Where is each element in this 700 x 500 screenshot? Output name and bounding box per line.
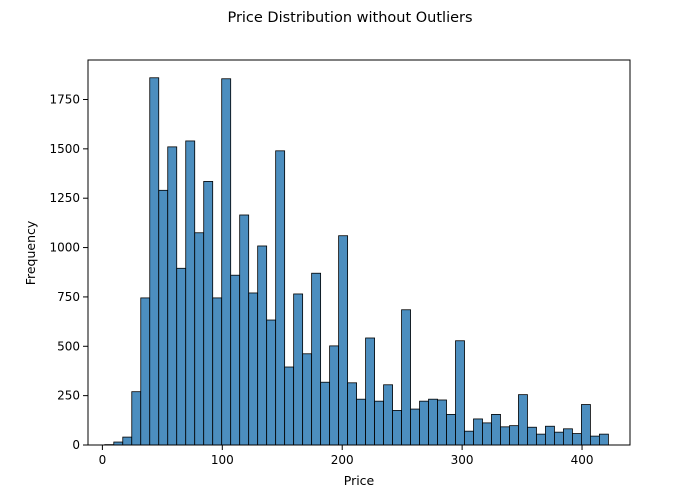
histogram-bar [266, 319, 277, 446]
histogram-bar [527, 426, 537, 446]
histogram-bar [455, 340, 465, 446]
histogram-bar [302, 353, 313, 446]
histogram-bar [194, 232, 205, 446]
histogram-bar [473, 418, 483, 446]
histogram-bar [554, 431, 564, 446]
histogram-bar [410, 408, 420, 446]
y-tick-label: 250 [57, 389, 80, 403]
histogram-bar [392, 410, 402, 446]
histogram-bar [239, 214, 250, 446]
histogram-bar [203, 181, 214, 446]
histogram-bars [104, 77, 609, 446]
histogram-bar [491, 413, 501, 446]
histogram-bar [599, 433, 609, 446]
histogram-bar [158, 189, 169, 446]
histogram-bar [374, 400, 384, 446]
histogram-bar [428, 398, 438, 446]
histogram-bar [464, 430, 474, 446]
histogram-bar [212, 297, 223, 446]
histogram-bar [365, 337, 375, 446]
histogram-bar [545, 425, 555, 446]
histogram-bar [401, 309, 411, 446]
x-tick-label: 300 [451, 453, 474, 467]
histogram-bar [536, 433, 546, 446]
y-tick-label: 1250 [49, 191, 80, 205]
histogram-bar [257, 245, 268, 446]
histogram-bar [122, 436, 133, 446]
y-tick-label: 500 [57, 339, 80, 353]
histogram-bar [140, 297, 151, 446]
histogram-bar [185, 140, 196, 446]
histogram-bar [482, 422, 492, 446]
histogram-bar [284, 366, 295, 446]
histogram-bar [176, 267, 187, 446]
y-tick-label: 750 [57, 290, 80, 304]
histogram-bar [500, 426, 510, 446]
histogram-bar [518, 394, 528, 446]
histogram-bar [383, 384, 393, 446]
x-tick-label: 200 [331, 453, 354, 467]
histogram-bar [131, 391, 142, 446]
histogram-bar [446, 413, 456, 446]
histogram-bar [275, 150, 286, 446]
histogram-bar [347, 382, 357, 446]
histogram-bar [293, 293, 304, 446]
histogram-bar [590, 435, 600, 446]
x-tick-label: 400 [571, 453, 594, 467]
histogram-bar [167, 146, 178, 446]
histogram-bar [356, 398, 366, 446]
x-tick-label: 0 [99, 453, 107, 467]
x-axis-label: Price [344, 473, 375, 488]
histogram-bar [248, 292, 259, 446]
y-tick-label: 1750 [49, 92, 80, 106]
y-axis-label: Frequency [23, 220, 38, 285]
histogram-bar [437, 399, 447, 446]
x-tick-label: 100 [211, 453, 234, 467]
histogram-bar [320, 381, 331, 446]
y-tick-label: 1500 [49, 142, 80, 156]
histogram-bar [221, 78, 232, 446]
histogram-bar [419, 400, 429, 446]
histogram-bar [149, 77, 160, 446]
histogram-bar [509, 425, 519, 446]
y-tick-label: 1000 [49, 241, 80, 255]
histogram-bar [581, 404, 591, 446]
y-tick-label: 0 [72, 438, 80, 452]
chart-title: Price Distribution without Outliers [227, 10, 472, 26]
histogram-bar [311, 272, 322, 446]
histogram-bar [230, 274, 241, 446]
histogram-bar [563, 428, 573, 446]
x-axis-ticks: 0 100 200 300 400 [99, 445, 594, 467]
histogram-bar [572, 433, 582, 446]
histogram-bar [338, 235, 349, 446]
histogram-bar [329, 345, 340, 446]
y-axis-ticks: 0 250 500 750 1000 1250 1500 1750 [49, 92, 88, 452]
plot-area-frame [87, 59, 631, 446]
